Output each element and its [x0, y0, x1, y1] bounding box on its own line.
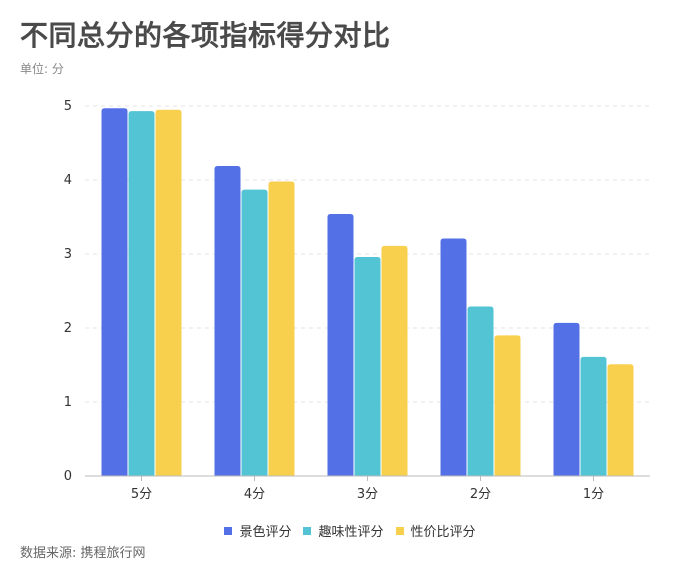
bar: [354, 256, 381, 476]
x-tick-label: 4分: [244, 487, 265, 502]
unit-label: 单位: 分: [20, 62, 64, 76]
bar: [494, 335, 521, 476]
bar: [101, 108, 128, 476]
legend-swatch: [303, 526, 312, 535]
bar: [381, 245, 408, 476]
bars: [101, 108, 634, 477]
bar: [128, 111, 155, 477]
x-tick-label: 1分: [583, 487, 604, 502]
legend-label: 景色评分: [239, 525, 292, 540]
bar: [580, 356, 607, 476]
y-tick-label: 2: [64, 321, 72, 336]
x-tick-label: 2分: [470, 487, 491, 502]
bar: [440, 238, 467, 476]
legend-swatch: [395, 526, 404, 535]
y-tick-label: 5: [64, 99, 72, 114]
bar: [553, 322, 580, 476]
legend-label: 趣味性评分: [318, 525, 384, 540]
legend: 景色评分 趣味性评分 性价比评分: [0, 521, 700, 540]
legend-swatch: [224, 526, 233, 535]
y-tick-label: 3: [64, 247, 72, 262]
bar: [327, 214, 354, 477]
chart-title: 不同总分的各项指标得分对比: [20, 19, 391, 52]
x-tick-label: 5分: [131, 487, 152, 502]
bar: [241, 189, 268, 476]
y-tick-label: 4: [64, 173, 72, 188]
legend-label: 性价比评分: [410, 525, 476, 540]
legend-item: 性价比评分: [395, 521, 476, 540]
bar: [155, 109, 182, 476]
source-note: 数据来源: 携程旅行网: [20, 546, 146, 561]
y-tick-label: 1: [64, 395, 72, 410]
y-tick-label: 0: [64, 469, 72, 484]
bar: [268, 181, 295, 477]
x-tick-label: 3分: [357, 487, 378, 502]
legend-item: 景色评分: [224, 521, 291, 540]
bar: [467, 306, 494, 476]
bar: [214, 165, 241, 476]
legend-item: 趣味性评分: [303, 521, 384, 540]
bar: [607, 364, 634, 476]
axes: 0 1 2 3 4 5 5分 4分 3分 2分 1分: [64, 99, 650, 502]
